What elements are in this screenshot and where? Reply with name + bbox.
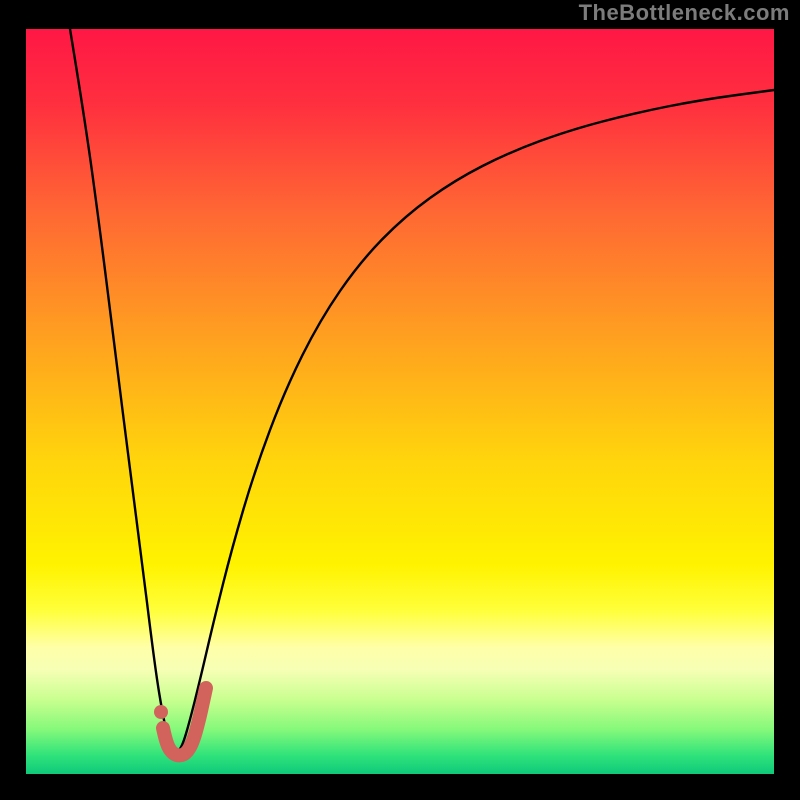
watermark-text: TheBottleneck.com	[579, 0, 790, 26]
plot-background	[26, 29, 774, 774]
marker-dot	[154, 705, 168, 719]
chart-container: TheBottleneck.com	[0, 0, 800, 800]
bottleneck-chart	[0, 0, 800, 800]
